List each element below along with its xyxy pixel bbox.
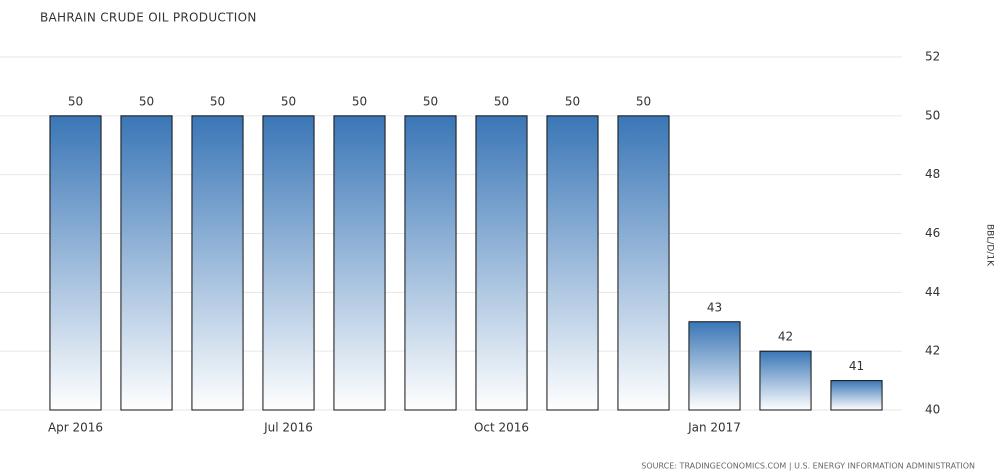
x-tick-label: Apr 2016 — [48, 421, 103, 435]
y-tick-label: 46 — [925, 226, 940, 240]
data-label: 50 — [210, 94, 225, 108]
bar — [49, 115, 102, 411]
y-axis-label: BBL/D/1K — [985, 224, 995, 267]
y-tick-label: 48 — [925, 167, 940, 181]
bar — [191, 115, 244, 411]
data-label: 50 — [565, 94, 580, 108]
bar — [333, 115, 386, 411]
bar — [830, 380, 883, 411]
data-label: 50 — [281, 94, 296, 108]
y-tick-label: 40 — [925, 403, 940, 417]
x-tick-label: Oct 2016 — [474, 421, 529, 435]
data-label: 43 — [707, 300, 722, 314]
bar — [617, 115, 670, 411]
x-tick-label: Jan 2017 — [687, 421, 741, 435]
x-tick-label: Jul 2016 — [263, 421, 313, 435]
bar — [262, 115, 315, 411]
data-label: 50 — [68, 94, 83, 108]
y-tick-label: 52 — [925, 50, 940, 64]
bar — [546, 115, 599, 411]
data-label: 42 — [778, 330, 793, 344]
source: SOURCE: TRADINGECONOMICS.COM | U.S. ENER… — [641, 462, 975, 471]
bar — [475, 115, 528, 411]
y-tick-label: 50 — [925, 108, 940, 122]
bar — [120, 115, 173, 411]
data-label: 50 — [494, 94, 509, 108]
chart-title: BAHRAIN CRUDE OIL PRODUCTION — [40, 11, 257, 25]
data-label: 50 — [352, 94, 367, 108]
data-label: 50 — [636, 94, 651, 108]
bar — [688, 321, 741, 411]
y-tick-label: 44 — [925, 285, 940, 299]
bar — [759, 350, 812, 411]
data-label: 50 — [139, 94, 154, 108]
data-label: 50 — [423, 94, 438, 108]
data-label: 41 — [849, 359, 864, 373]
bar — [404, 115, 457, 411]
y-tick-label: 42 — [925, 344, 940, 358]
